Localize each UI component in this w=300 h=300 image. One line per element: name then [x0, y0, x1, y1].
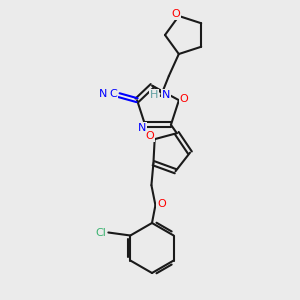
- Text: O: O: [145, 131, 154, 141]
- Text: O: O: [179, 94, 188, 104]
- Text: Cl: Cl: [95, 227, 106, 238]
- Text: N: N: [138, 123, 146, 133]
- Text: N: N: [99, 89, 107, 99]
- Text: O: O: [157, 199, 166, 209]
- Text: O: O: [171, 9, 180, 19]
- Text: H: H: [150, 90, 158, 100]
- Text: N: N: [162, 90, 170, 100]
- Text: C: C: [109, 89, 117, 99]
